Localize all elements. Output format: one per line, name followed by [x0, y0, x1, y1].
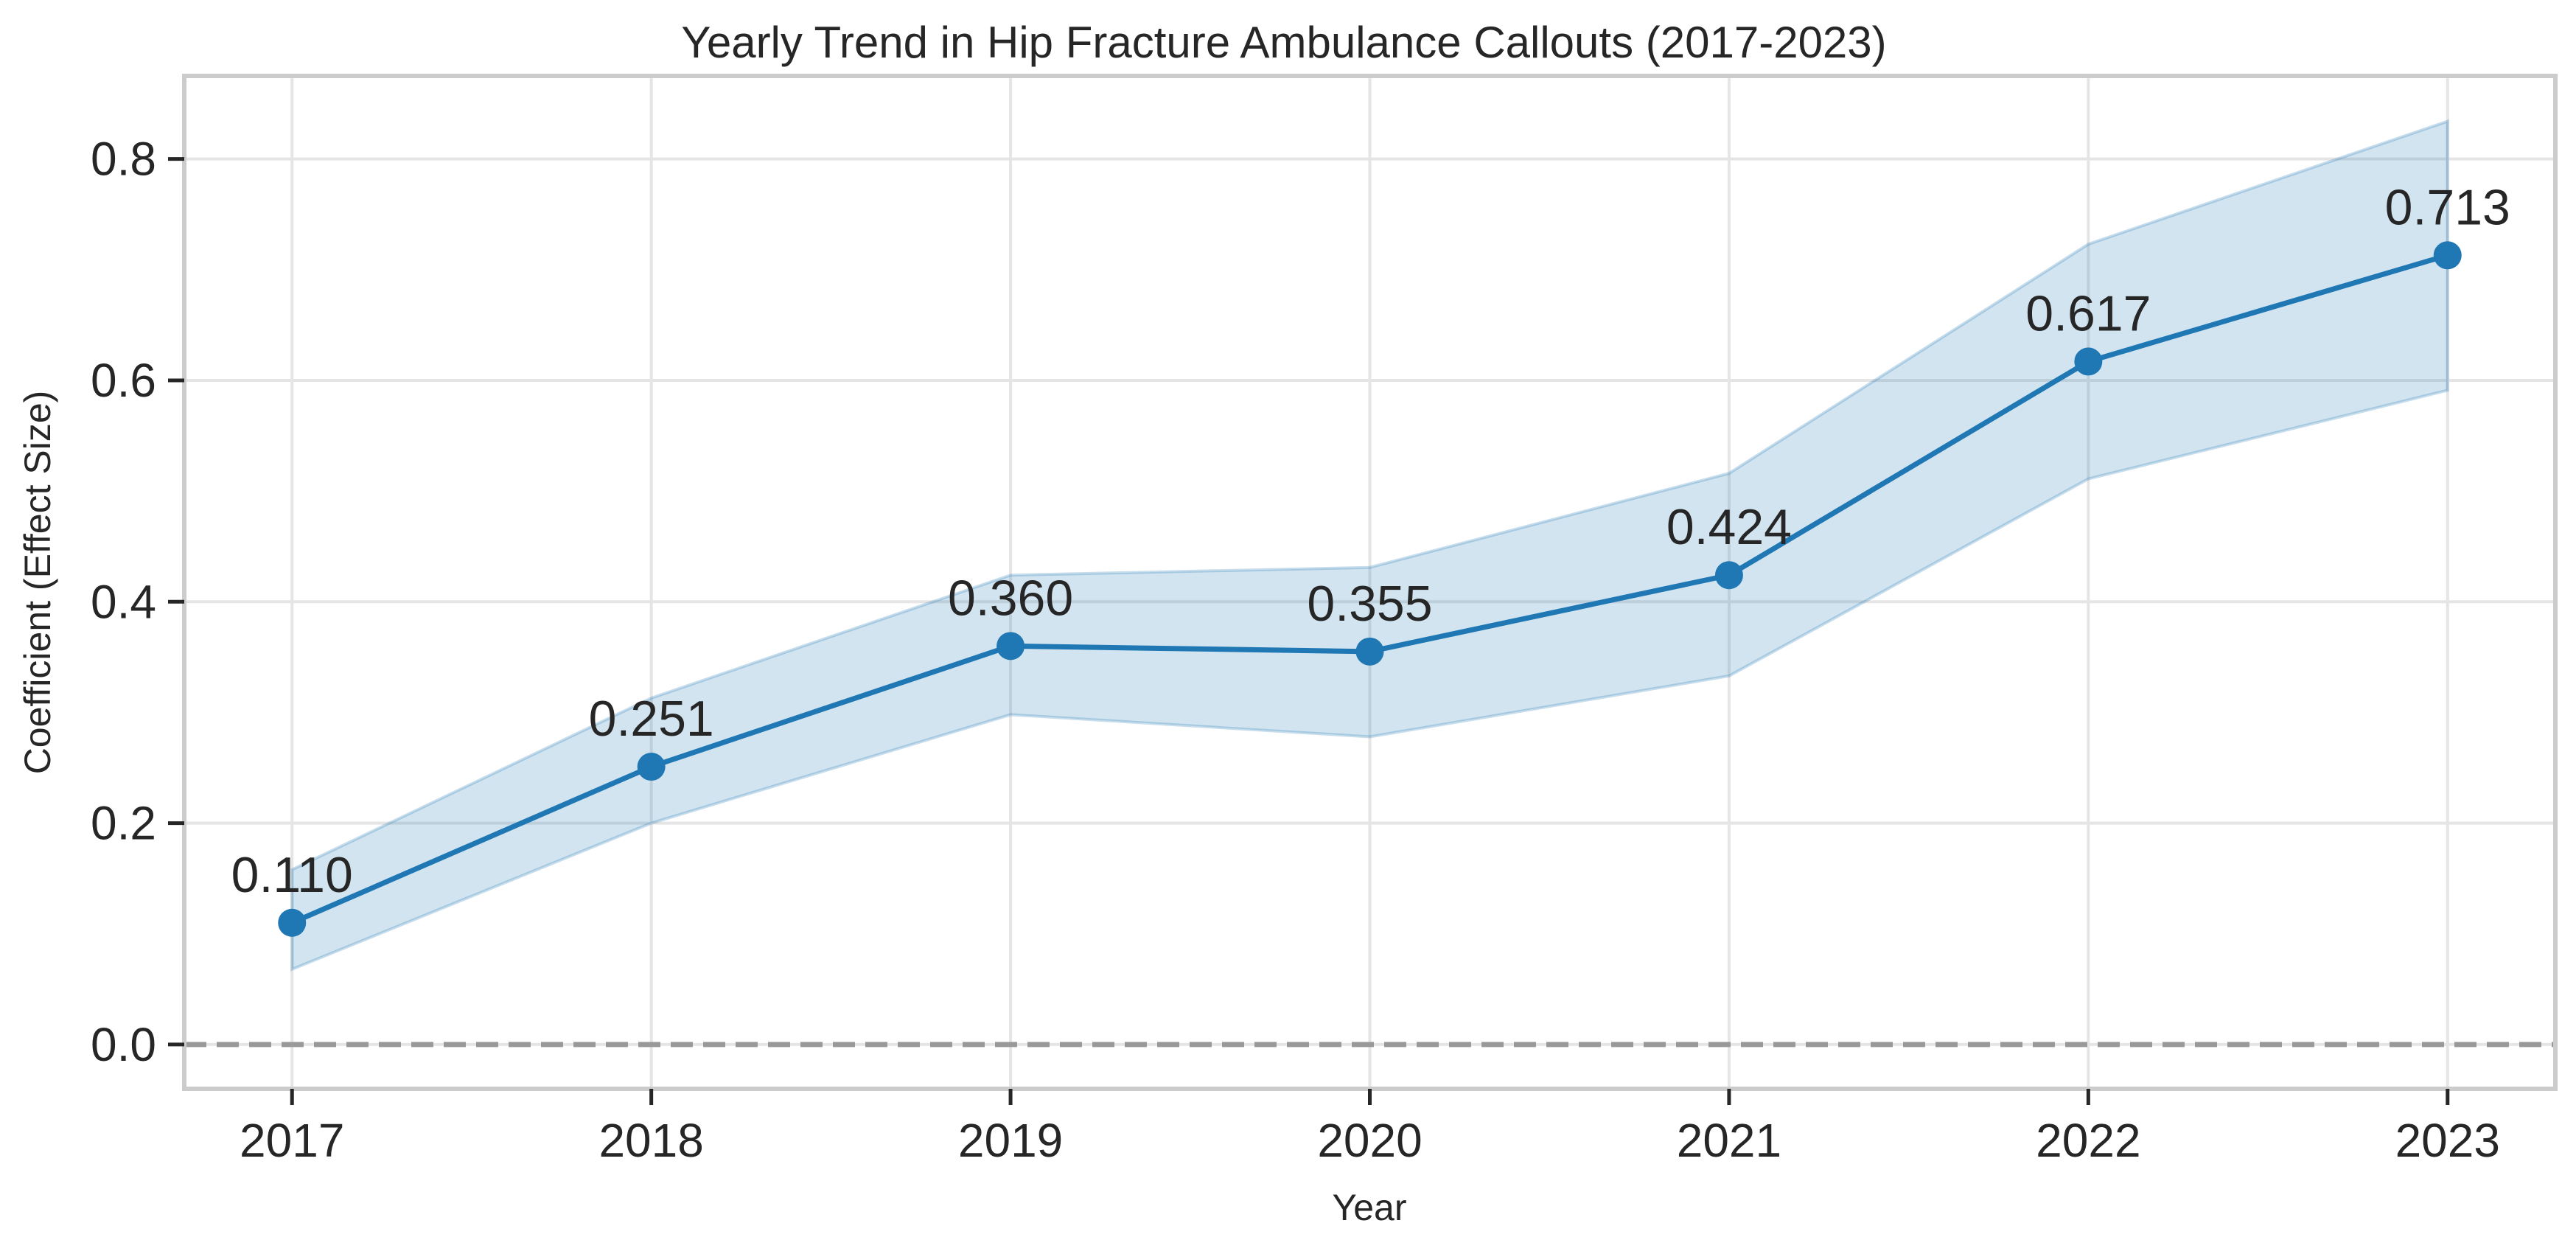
y-tick-label-2: 0.4: [91, 575, 156, 628]
x-tick-label-2019: 2019: [958, 1114, 1063, 1167]
x-tick-label-2017: 2017: [240, 1114, 344, 1167]
data-label-2017: 0.110: [231, 847, 353, 903]
x-axis-ticks: 2017 2018 2019 2020 2021 2022 2023: [240, 1089, 2500, 1167]
confidence-band-area: [290, 119, 2449, 972]
data-label-2020: 0.355: [1307, 576, 1432, 632]
chart-title: Yearly Trend in Hip Fracture Ambulance C…: [681, 18, 1886, 67]
data-points: [278, 241, 2462, 937]
data-point-2023: [2433, 241, 2462, 270]
data-labels: 0.110 0.251 0.360 0.355 0.424 0.617 0.713: [231, 179, 2510, 902]
y-axis-ticks: 0.0 0.2 0.4 0.6 0.8: [91, 133, 184, 1071]
data-point-2022: [2074, 347, 2103, 376]
y-tick-label-0: 0.0: [91, 1018, 156, 1071]
data-label-2019: 0.360: [948, 570, 1073, 626]
data-point-2021: [1714, 561, 1743, 590]
data-point-2018: [637, 753, 666, 781]
x-axis-label: Year: [1332, 1187, 1406, 1228]
y-axis-label: Coefficient (Effect Size): [17, 391, 58, 775]
x-tick-label-2020: 2020: [1317, 1114, 1422, 1167]
confidence-band: [290, 119, 2449, 972]
data-point-2020: [1355, 637, 1384, 666]
y-tick-label-1: 0.2: [91, 797, 156, 850]
y-tick-label-4: 0.8: [91, 133, 156, 186]
x-tick-label-2018: 2018: [598, 1114, 703, 1167]
y-tick-label-3: 0.6: [91, 354, 156, 407]
data-label-2021: 0.424: [1666, 499, 1792, 555]
data-point-2017: [278, 908, 307, 937]
data-label-2022: 0.617: [2025, 285, 2151, 341]
x-tick-label-2022: 2022: [2036, 1114, 2140, 1167]
data-label-2023: 0.713: [2385, 179, 2510, 235]
data-label-2018: 0.251: [589, 691, 714, 747]
data-point-2019: [996, 632, 1025, 661]
x-tick-label-2021: 2021: [1677, 1114, 1781, 1167]
x-tick-label-2023: 2023: [2395, 1114, 2500, 1167]
